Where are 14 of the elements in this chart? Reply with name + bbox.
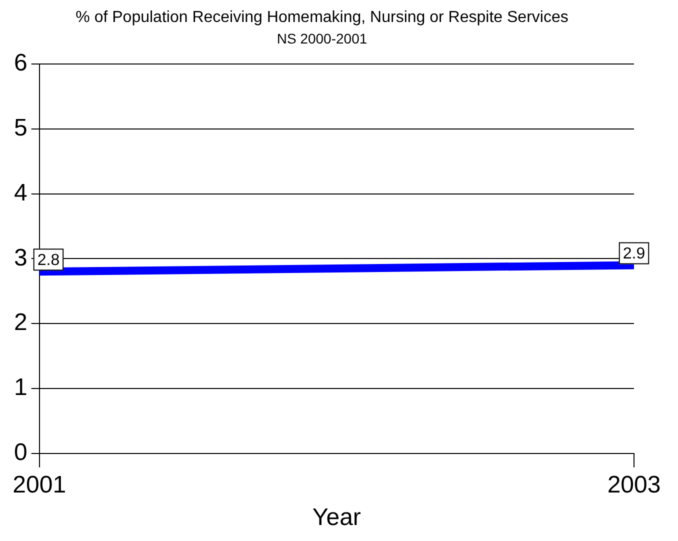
y-tick-label: 0 <box>14 439 28 466</box>
y-tick-label: 2 <box>14 309 28 336</box>
x-tick-label: 2001 <box>12 471 66 498</box>
y-tick-label: 4 <box>14 179 28 206</box>
y-tick-label: 6 <box>14 50 28 77</box>
x-axis-title: Year <box>312 504 361 532</box>
data-label: 2.9 <box>622 246 646 263</box>
x-tick-label: 2003 <box>607 471 661 498</box>
y-tick-label: 5 <box>14 114 28 142</box>
chart-title: % of Population Receiving Homemaking, Nursing or Respite Services <box>76 9 568 26</box>
y-tick-label: 1 <box>14 374 28 402</box>
y-tick-label: 3 <box>14 244 28 272</box>
chart-subtitle: NS 2000-2001 <box>276 30 368 46</box>
data-label: 2.8 <box>37 252 60 270</box>
